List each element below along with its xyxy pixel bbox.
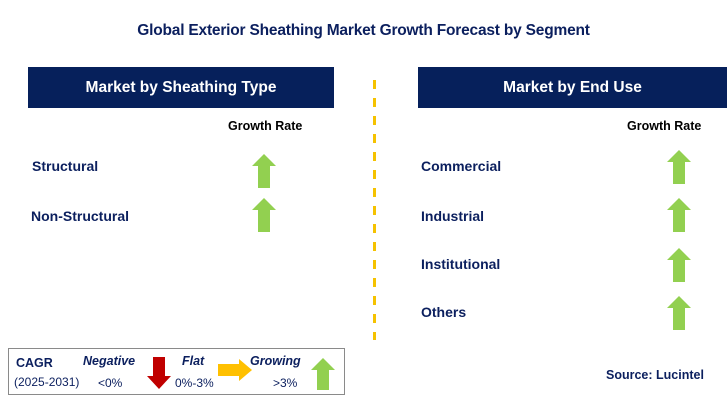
legend-negative-label: Negative xyxy=(83,354,136,368)
arrow-up-icon xyxy=(667,150,691,184)
panel-header-sheathing-type: Market by Sheathing Type xyxy=(28,67,334,108)
segment-institutional: Institutional xyxy=(421,256,501,272)
arrow-right-icon xyxy=(218,359,252,381)
legend-flat-range: 0%-3% xyxy=(175,376,214,390)
legend-growing-range: >3% xyxy=(273,376,298,390)
cagr-legend: CAGR (2025-2031) Negative <0% Flat 0%-3%… xyxy=(8,348,345,395)
chart-title: Global Exterior Sheathing Market Growth … xyxy=(137,22,590,39)
legend-negative-range: <0% xyxy=(98,376,123,390)
legend-cagr-label: CAGR xyxy=(16,356,53,370)
source-label: Source: Lucintel xyxy=(606,368,704,382)
legend-period: (2025-2031) xyxy=(14,375,80,389)
dashed-divider xyxy=(373,80,376,340)
segment-non-structural: Non-Structural xyxy=(31,208,129,224)
arrow-up-icon xyxy=(252,198,276,232)
segment-industrial: Industrial xyxy=(421,208,485,224)
arrow-up-icon xyxy=(667,198,691,232)
segment-others: Others xyxy=(421,304,467,320)
arrow-up-icon xyxy=(252,154,276,188)
arrow-up-icon xyxy=(311,358,335,390)
segment-structural: Structural xyxy=(32,158,99,174)
arrow-up-icon xyxy=(667,296,691,330)
growth-rate-header-right: Growth Rate xyxy=(627,119,702,133)
segment-commercial: Commercial xyxy=(421,158,502,174)
legend-growing-label: Growing xyxy=(250,354,301,368)
legend-flat-label: Flat xyxy=(182,354,205,368)
arrow-up-icon xyxy=(667,248,691,282)
arrow-down-icon xyxy=(147,357,171,389)
growth-rate-header-left: Growth Rate xyxy=(228,119,303,133)
panel-header-end-use: Market by End Use xyxy=(418,67,727,108)
